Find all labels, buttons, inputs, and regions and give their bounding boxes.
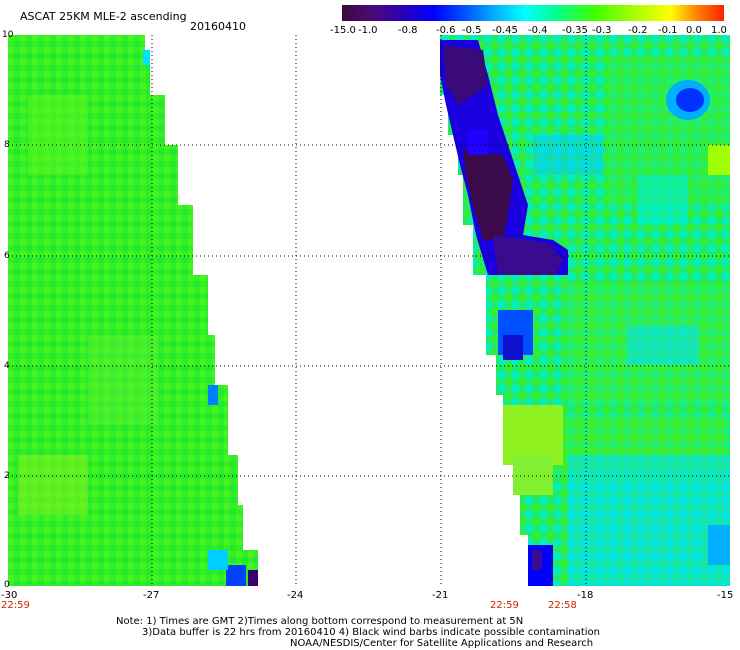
note-line-1: Note: 1) Times are GMT 2)Times along bot… <box>116 616 524 627</box>
right-swath-patch <box>533 135 603 175</box>
right-swath-patch <box>638 175 688 225</box>
colorbar-label: -0.35 <box>562 25 588 36</box>
right-swath-dark-band <box>463 150 513 240</box>
x-tick: -24 <box>287 590 304 601</box>
y-tick: 0 <box>4 580 10 590</box>
left-swath-patch <box>88 335 158 425</box>
y-tick: 6 <box>4 251 10 261</box>
x-tick: -18 <box>577 590 594 601</box>
note-line-3: NOAA/NESDIS/Center for Satellite Applica… <box>290 638 594 649</box>
colorbar-label: 0.0 <box>686 25 702 36</box>
right-swath-dark-band <box>443 45 488 105</box>
right-swath-dark-band <box>493 235 563 275</box>
colorbar-label: 1.0 <box>711 25 727 36</box>
right-swath-dark-band <box>468 130 488 155</box>
colorbar-label: -0.6 <box>436 25 456 36</box>
y-tick: 10 <box>2 30 14 40</box>
right-swath-patch <box>628 325 698 365</box>
left-swath-patch <box>248 570 258 586</box>
x-tick: -27 <box>143 590 160 601</box>
colorbar-label: -0.8 <box>398 25 418 36</box>
left-swath-patch <box>18 455 88 515</box>
right-swath-patch <box>568 455 730 586</box>
y-tick: 8 <box>4 140 10 150</box>
colorbar-label: -0.1 <box>658 25 678 36</box>
colorbar-label: -1.0 <box>358 25 378 36</box>
colorbar-label: -0.4 <box>528 25 548 36</box>
right-swath-eddy <box>676 88 704 112</box>
colorbar <box>342 5 724 21</box>
note-line-2: 3)Data buffer is 22 hrs from 20160410 4)… <box>142 627 600 638</box>
right-swath-patch <box>513 455 553 495</box>
left-swath-patch <box>143 50 150 65</box>
time-label-right-a: 22:59 <box>490 600 519 611</box>
y-tick: 4 <box>4 361 10 371</box>
right-swath-dark-band <box>532 550 542 570</box>
map-title: ASCAT 25KM MLE-2 ascending <box>20 10 187 23</box>
colorbar-label: -0.5 <box>462 25 482 36</box>
y-tick: 2 <box>4 471 10 481</box>
left-swath-patch <box>28 95 88 175</box>
time-label-right-b: 22:58 <box>548 600 577 611</box>
right-swath-patch <box>708 525 730 565</box>
colorbar-label: -0.2 <box>628 25 648 36</box>
colorbar-label: -15.0 <box>330 25 356 36</box>
map-date: 20160410 <box>190 20 246 33</box>
right-swath-patch <box>708 145 730 175</box>
x-tick: -21 <box>432 590 449 601</box>
right-swath-dark-band <box>503 335 523 360</box>
x-tick: -30 <box>1 590 18 601</box>
left-swath-patch <box>208 550 228 570</box>
x-tick: -15 <box>717 590 734 601</box>
left-swath-patch <box>208 385 218 405</box>
left-swath-patch <box>226 565 246 586</box>
map-plot <box>8 35 730 586</box>
colorbar-label: -0.45 <box>492 25 518 36</box>
colorbar-label: -0.3 <box>592 25 612 36</box>
time-label-left: 22:59 <box>1 600 30 611</box>
grid-lines <box>8 35 730 586</box>
